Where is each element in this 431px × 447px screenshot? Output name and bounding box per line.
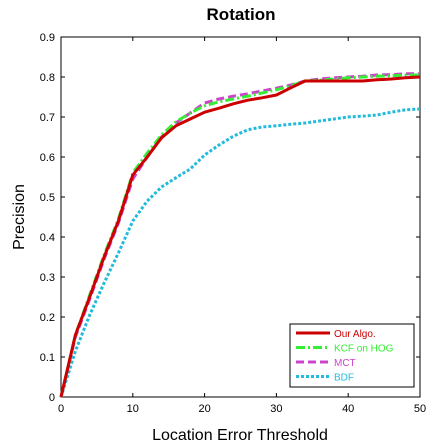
y-tick-label: 0	[49, 392, 55, 404]
x-tick-label: 40	[342, 403, 354, 415]
x-tick-label: 0	[58, 403, 64, 415]
legend-label: KCF on HOG	[334, 344, 394, 355]
series-layer	[59, 72, 421, 398]
y-axis-label: Precision	[11, 184, 28, 250]
x-tick-label: 20	[198, 403, 210, 415]
y-tick-label: 0.5	[40, 192, 55, 204]
y-axis: 0 0.1 0.2 0.3 0.4 0.5 0.6 0.7 0.8 0.9	[40, 32, 420, 404]
x-tick-label: 50	[414, 403, 426, 415]
x-tick-label: 10	[127, 403, 139, 415]
legend-label: MCT	[334, 358, 356, 369]
y-tick-label: 0.9	[40, 32, 55, 44]
chart-title: Rotation	[207, 5, 276, 24]
legend: Our Algo. KCF on HOG MCT BDF	[289, 323, 415, 388]
y-tick-label: 0.6	[40, 152, 55, 164]
y-tick-label: 0.4	[40, 232, 55, 244]
x-tick-label: 30	[270, 403, 282, 415]
series-line-3	[59, 107, 421, 398]
x-axis-label: Location Error Threshold	[152, 427, 328, 444]
legend-label: Our Algo.	[334, 329, 376, 340]
y-tick-label: 0.2	[40, 312, 55, 324]
y-tick-label: 0.3	[40, 272, 55, 284]
x-axis: 0 10 20 30 40 50	[58, 37, 426, 415]
y-tick-label: 0.1	[40, 352, 55, 364]
series-line-0	[59, 75, 421, 398]
y-tick-label: 0.8	[40, 72, 55, 84]
legend-label: BDF	[334, 373, 354, 384]
y-tick-label: 0.7	[40, 112, 55, 124]
